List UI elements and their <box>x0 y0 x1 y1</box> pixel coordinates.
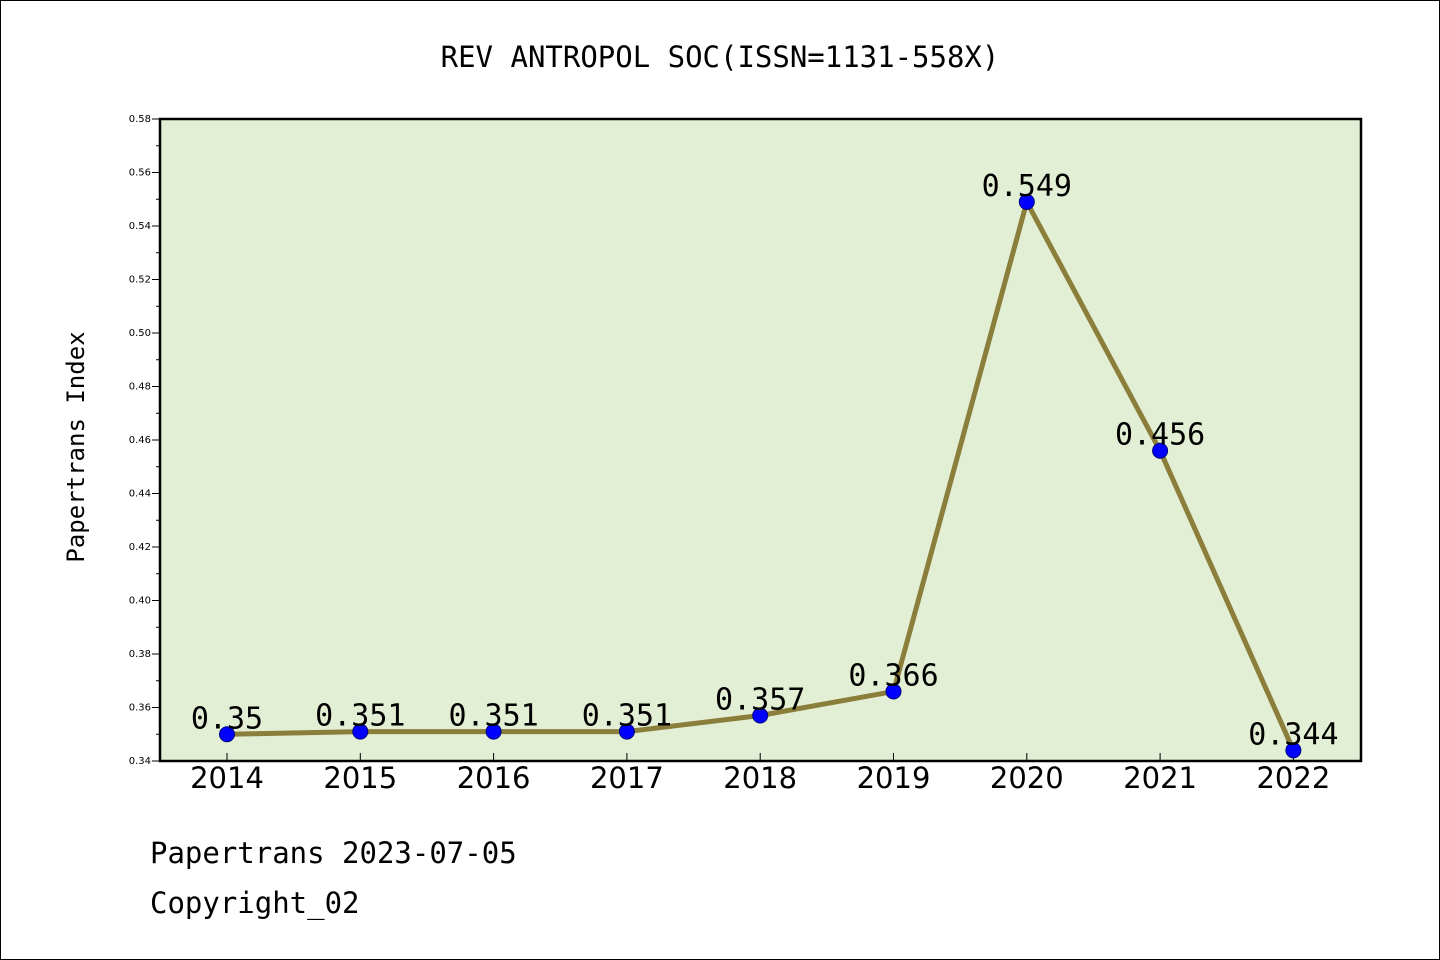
x-axis: 2014 2015 2016 2017 2018 2019 2020 2021 2022 <box>190 753 1330 795</box>
x-tick-label: 2020 <box>990 761 1064 795</box>
y-tick-label: 0.50 <box>129 328 151 339</box>
plot-area <box>158 117 1363 763</box>
y-tick-label: 0.48 <box>129 382 151 393</box>
y-tick-label: 0.36 <box>129 703 151 714</box>
data-point <box>618 723 635 740</box>
x-tick-label: 2018 <box>723 761 797 795</box>
data-point <box>1152 442 1169 459</box>
series-line-group <box>219 193 1302 759</box>
y-tick-label: 0.58 <box>129 114 151 125</box>
data-point <box>752 707 769 724</box>
data-label: 0.344 <box>1248 717 1338 752</box>
chart-title: REV ANTROPOL SOC(ISSN=1131-558X) <box>441 40 1000 74</box>
data-label: 0.357 <box>715 683 805 718</box>
footer-source-line: Papertrans 2023-07-05 <box>150 836 517 870</box>
y-tick-label: 0.44 <box>129 489 151 500</box>
y-tick-label: 0.56 <box>129 168 151 179</box>
x-tick-label: 2022 <box>1256 761 1330 795</box>
y-tick-label: 0.42 <box>129 542 151 553</box>
data-point <box>352 723 369 740</box>
data-point <box>219 726 235 743</box>
x-tick-label: 2015 <box>323 761 397 795</box>
x-tick-label: 2021 <box>1123 761 1197 795</box>
footer-copyright-line: Copyright_02 <box>150 886 360 920</box>
y-tick-label: 0.40 <box>129 596 151 607</box>
data-point <box>1285 742 1302 759</box>
data-label: 0.351 <box>448 699 538 734</box>
y-tick-label: 0.38 <box>129 649 151 660</box>
data-label: 0.456 <box>1115 418 1205 453</box>
y-axis: 0.34 0.36 0.38 0.40 0.42 0.44 0.46 0.48 0.50 0.52… <box>129 114 160 767</box>
y-tick-label: 0.46 <box>129 435 151 446</box>
data-point <box>885 683 902 700</box>
data-label: 0.351 <box>582 699 672 734</box>
x-tick-label: 2019 <box>857 761 931 795</box>
data-point <box>485 723 502 740</box>
y-tick-label: 0.54 <box>129 221 151 232</box>
data-point <box>1018 193 1035 210</box>
y-axis-label: Papertrans Index <box>62 331 90 562</box>
data-label-group: 0.35 0.351 0.351 0.351 0.357 0.366 0.549 0.456 0… <box>191 169 1339 752</box>
data-label: 0.549 <box>982 169 1072 204</box>
data-label: 0.351 <box>315 699 405 734</box>
data-label: 0.366 <box>848 658 938 693</box>
x-tick-label: 2017 <box>590 761 664 795</box>
x-tick-label: 2016 <box>457 761 531 795</box>
y-tick-label: 0.34 <box>129 756 151 767</box>
x-tick-label: 2014 <box>190 761 264 795</box>
data-label: 0.35 <box>191 701 263 736</box>
y-tick-label: 0.52 <box>129 275 151 286</box>
